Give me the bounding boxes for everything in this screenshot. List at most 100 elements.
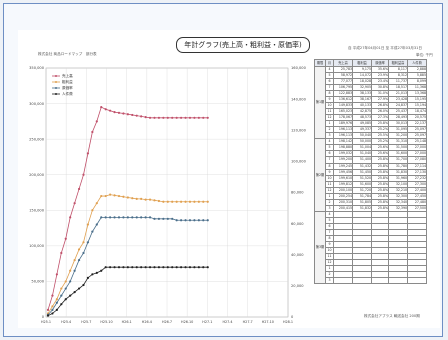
series-point-1 (91, 130, 94, 134)
series-point-4 (82, 283, 85, 287)
series-point-3 (175, 219, 178, 222)
series-point-4 (166, 266, 169, 269)
series-point-2 (202, 200, 205, 203)
series-point-3 (180, 219, 183, 222)
series-point-2 (91, 209, 94, 212)
series-point-4 (51, 312, 54, 315)
series-point-2 (55, 298, 58, 301)
series-point-1 (122, 112, 125, 115)
series-point-2 (180, 200, 183, 203)
series-point-1 (69, 216, 72, 219)
series-point-2 (131, 197, 134, 200)
series-point-1 (184, 116, 187, 119)
table-row: 1 200,254 51,784 25.8% 32,300 27,450 (315, 192, 427, 200)
value-cell: 27,114 (407, 162, 427, 170)
value-cell: 27,000 (407, 150, 427, 158)
legend-marker (55, 93, 57, 95)
series-point-3 (113, 216, 116, 219)
y-left-tick-label: 0 (42, 315, 45, 319)
series-point-3 (202, 219, 205, 222)
legend-marker (55, 81, 57, 83)
report-sheet: 年計グラフ(売上高・粗利益・原価率) 株式会社 商品ロードマップ 部分表 自 平… (18, 30, 440, 328)
series-point-3 (148, 216, 152, 219)
table-row: 8 (315, 234, 427, 242)
series-point-4 (131, 266, 134, 269)
table-row: 11 165,023 42,875 26.0% 25,437 18,474 (315, 108, 427, 116)
value-cell (407, 246, 427, 254)
series-point-1 (82, 173, 85, 176)
value-cell: 25,097 (407, 132, 427, 140)
series-point-4 (122, 266, 125, 269)
series-point-3 (95, 223, 98, 226)
series-point-1 (77, 187, 81, 191)
series-point-2 (135, 197, 138, 201)
series-point-1 (144, 115, 147, 119)
series-point-3 (171, 217, 174, 220)
series-point-4 (162, 266, 165, 269)
series-point-4 (148, 266, 152, 269)
y-left-tick-label: 50,000 (31, 280, 44, 284)
series-point-2 (148, 198, 152, 201)
legend-label: 売上高 (62, 73, 73, 78)
table-row: 5 198,880 51,004 25.6% 31,500 27,000 (315, 144, 427, 152)
series-point-2 (69, 269, 72, 272)
series-point-4 (117, 266, 121, 269)
series-point-3 (140, 216, 143, 219)
x-tick-label: H26.10 (181, 320, 193, 324)
series-point-3 (73, 269, 76, 272)
series-point-2 (126, 196, 129, 199)
series-point-2 (184, 200, 187, 203)
series-point-4 (140, 266, 143, 269)
value-cell: 27,480 (407, 198, 427, 206)
series-point-2 (82, 241, 85, 244)
y-left-tick-label: 300,000 (29, 102, 45, 106)
data-table: 期間月売上高 粗利益 原価率 粗利益高 人件費 第1期 4 25,783 9,175 35.6%… (314, 59, 427, 285)
series-point-1 (95, 120, 98, 123)
series-point-3 (153, 217, 156, 220)
value-cell: 27,130 (407, 168, 427, 176)
series-point-3 (64, 287, 67, 290)
table-header-cell: 期間 (314, 59, 326, 67)
series-point-3 (122, 216, 125, 219)
series-point-3 (109, 216, 112, 219)
series-point-1 (100, 106, 103, 109)
series-point-3 (82, 251, 85, 255)
table-header-cell: 売上高 (333, 59, 353, 67)
series-point-4 (113, 266, 116, 269)
series-point-3 (197, 219, 200, 222)
series-point-4 (126, 266, 129, 269)
series-point-4 (100, 269, 103, 272)
table-row: 2 200,310 51,805 25.8% 32,340 27,480 (315, 198, 427, 206)
chart-title: 年計グラフ(売上高・粗利益・原価率) (176, 37, 310, 53)
month-cell: 3 (325, 277, 334, 285)
x-tick-label: H26.4 (142, 320, 152, 324)
table-row: 6 (315, 222, 427, 230)
series-point-4 (46, 314, 50, 317)
period-caption: 自 平成27年04月01日 至 平成27年03月31日 (348, 46, 422, 50)
y-left-tick-label: 250,000 (29, 137, 45, 141)
table-header-row: 期間月売上高 粗利益 原価率 粗利益高 人件費 (314, 59, 427, 67)
y-right-tick-label: 0 (291, 315, 294, 319)
y-left-tick-label: 350,000 (29, 66, 45, 70)
series-point-3 (86, 241, 90, 244)
series-point-4 (64, 298, 67, 301)
table-row: 第3期 4 (314, 210, 427, 285)
table-row: 3 200,415 51,832 25.8% 32,390 27,500 (315, 204, 427, 212)
series-point-3 (193, 219, 196, 222)
series-point-1 (140, 115, 143, 118)
series-point-2 (166, 200, 169, 203)
series-point-4 (69, 294, 72, 297)
table-header-cell: 粗利益 (352, 59, 372, 67)
series-point-1 (162, 116, 165, 119)
series-point-3 (126, 216, 129, 219)
series-point-1 (188, 116, 192, 119)
series-point-4 (153, 266, 156, 269)
x-tick-label: H25.4 (61, 320, 71, 324)
table-row: 10 199,610 51,520 25.8% 31,960 27,232 (315, 174, 427, 182)
value-cell (407, 277, 427, 285)
series-point-2 (104, 194, 107, 198)
series-point-3 (131, 216, 134, 219)
series-point-2 (171, 200, 174, 203)
series-point-2 (193, 200, 196, 203)
series-point-3 (100, 216, 103, 219)
